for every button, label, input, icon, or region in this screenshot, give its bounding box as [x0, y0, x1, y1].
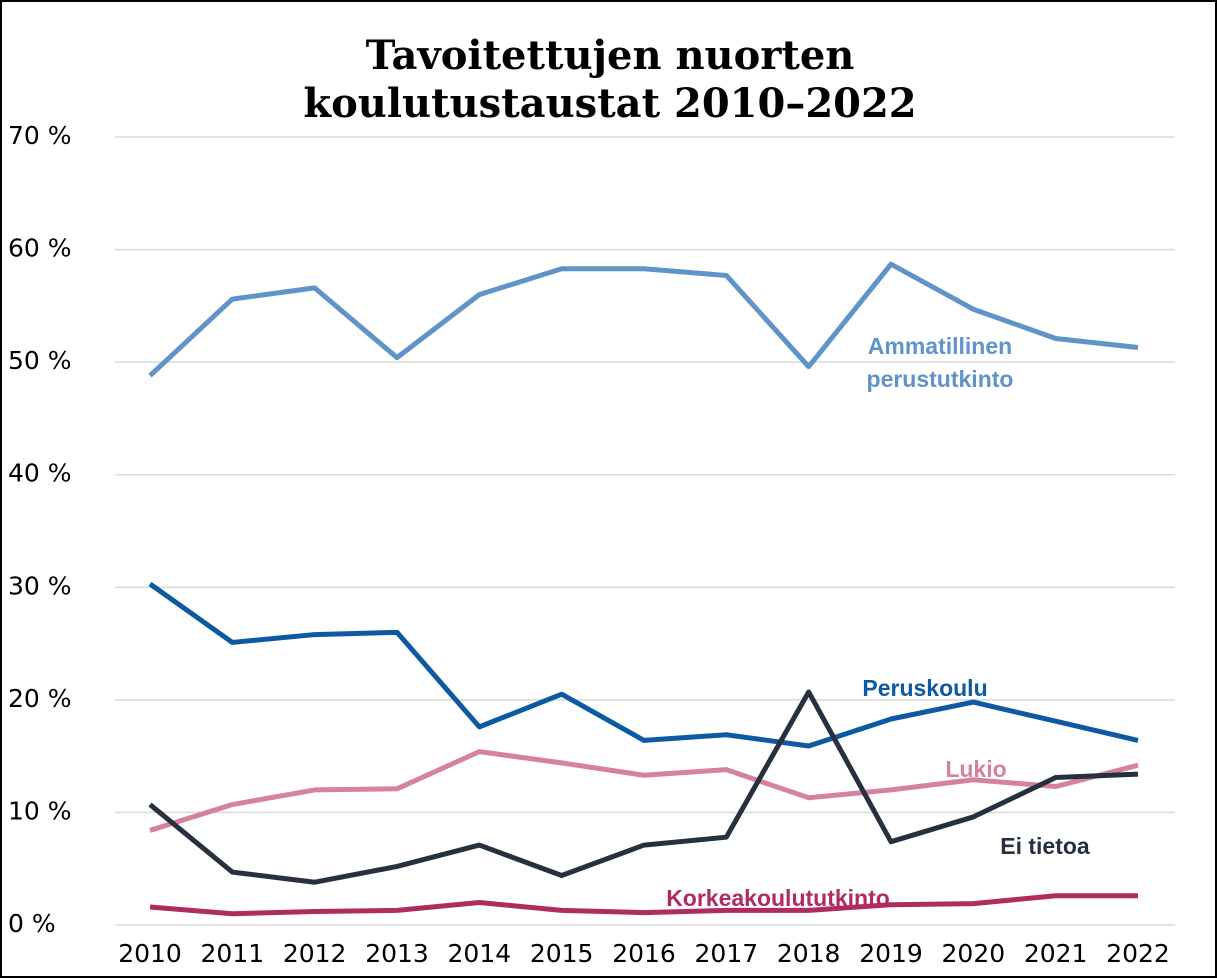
y-tick-label: 60 %	[8, 234, 72, 263]
x-tick-label: 2016	[612, 939, 676, 968]
y-tick-label: 10 %	[8, 796, 72, 825]
series-line	[149, 893, 1138, 917]
series-line	[148, 581, 1139, 749]
y-tick-label: 50 %	[8, 346, 72, 375]
y-tick-label: 0 %	[8, 909, 56, 938]
series-label: Peruskoulu	[862, 675, 988, 701]
y-tick-label: 70 %	[8, 121, 72, 150]
series-label: Korkeakoulututkinto	[666, 885, 890, 911]
series-label: Lukio	[945, 756, 1007, 782]
y-tick-label: 30 %	[8, 571, 72, 600]
x-tick-label: 2011	[201, 939, 265, 968]
y-tick-label: 40 %	[8, 459, 72, 488]
x-tick-label: 2018	[777, 939, 841, 968]
series-line	[148, 261, 1139, 378]
series-line	[148, 689, 1139, 885]
x-tick-label: 2019	[859, 939, 923, 968]
x-tick-label: 2020	[942, 939, 1006, 968]
series-label: Ammatillinen perustutkinto	[866, 333, 1014, 392]
x-tick-label: 2015	[530, 939, 594, 968]
x-tick-label: 2014	[448, 939, 512, 968]
x-tick-label: 2021	[1024, 939, 1088, 968]
x-tick-label: 2010	[118, 939, 182, 968]
x-tick-label: 2013	[365, 939, 429, 968]
x-tick-label: 2022	[1106, 939, 1170, 968]
x-tick-label: 2012	[283, 939, 347, 968]
series-line	[149, 749, 1139, 833]
chart-title: Tavoitettujen nuorten koulutustaustat 20…	[303, 32, 917, 127]
series-label: Ei tietoa	[1000, 833, 1090, 859]
x-tick-label: 2017	[695, 939, 759, 968]
y-tick-label: 20 %	[8, 684, 72, 713]
